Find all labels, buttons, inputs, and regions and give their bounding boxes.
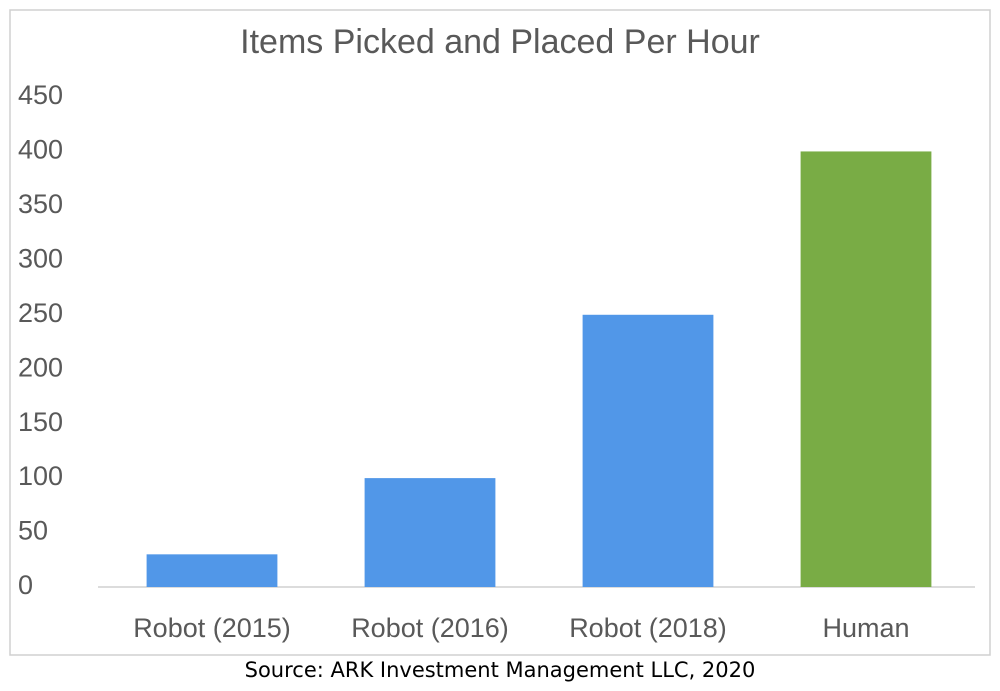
y-tick-label: 150 [18, 407, 63, 437]
x-tick-label: Robot (2015) [133, 613, 291, 643]
bar [582, 314, 714, 587]
x-tick-label: Robot (2018) [569, 613, 727, 643]
bar [146, 554, 278, 587]
bar [364, 478, 496, 587]
y-tick-label: 250 [18, 298, 63, 328]
y-tick-label: 400 [18, 135, 63, 165]
chart-title: Items Picked and Placed Per Hour [240, 23, 760, 61]
x-tick-label: Robot (2016) [351, 613, 509, 643]
y-tick-label: 50 [18, 516, 48, 546]
y-tick-label: 450 [18, 80, 63, 110]
x-tick-label: Human [822, 613, 909, 643]
y-tick-label: 200 [18, 352, 63, 382]
y-tick-label: 350 [18, 189, 63, 219]
y-tick-label: 0 [18, 570, 33, 600]
y-tick-label: 300 [18, 243, 63, 273]
source-note: Source: ARK Investment Management LLC, 2… [245, 658, 756, 682]
bar [800, 151, 932, 587]
y-tick-label: 100 [18, 461, 63, 491]
